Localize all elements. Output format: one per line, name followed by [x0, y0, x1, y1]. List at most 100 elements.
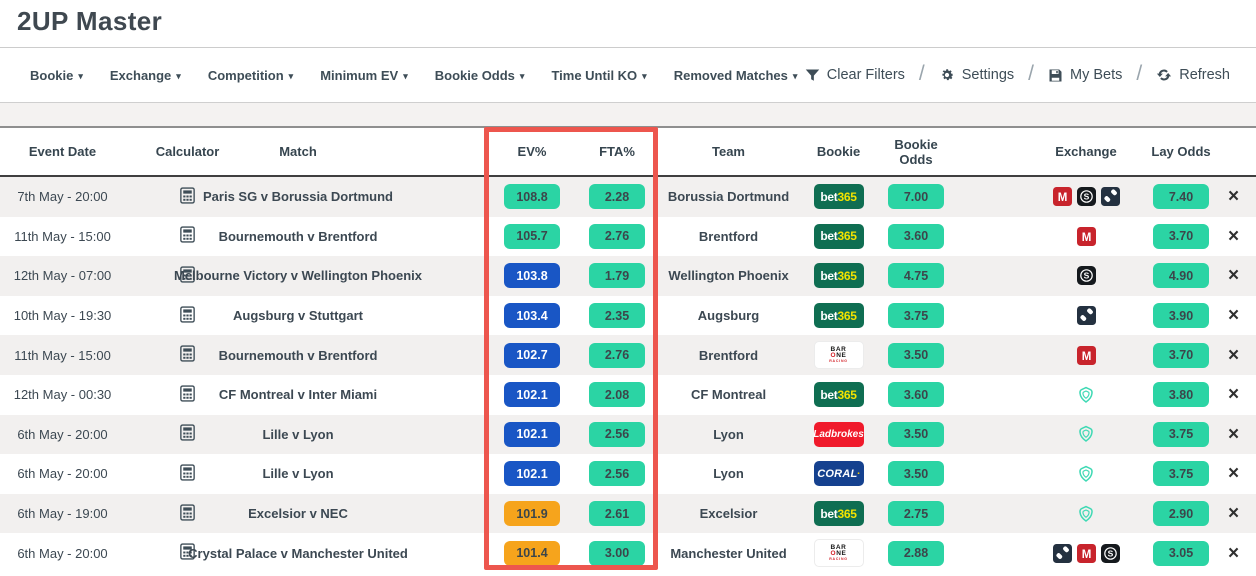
toolbar: Clear Filters / Settings / My Bets / Ref… [805, 62, 1230, 87]
table-row: 6th May - 20:00 Crystal Palace v Manches… [0, 533, 1256, 573]
lay-odds-badge: 3.75 [1153, 461, 1209, 487]
team-name: Manchester United [670, 545, 787, 561]
table-row: 6th May - 20:00 Lille v Lyon 102.1 2.56 … [0, 414, 1256, 455]
event-date: 11th May - 15:00 [14, 347, 111, 363]
bookie-odds-badge: 3.60 [888, 382, 944, 408]
remove-match-button[interactable]: × [1227, 542, 1240, 564]
settings-button[interactable]: Settings [939, 67, 1014, 83]
event-date: 6th May - 20:00 [17, 426, 108, 442]
lay-odds-badge: 3.75 [1153, 421, 1209, 447]
matchbook-icon: M [1076, 543, 1096, 563]
remove-match-button[interactable]: × [1227, 423, 1240, 445]
header-exchange: Exchange [1055, 144, 1117, 159]
matchbook-icon: M [1076, 226, 1096, 246]
filter-competition[interactable]: Competition ▾ [207, 67, 294, 83]
calculator-icon [179, 464, 196, 484]
filter-icon [805, 68, 820, 83]
ev-percent-badge: 105.7 [504, 223, 560, 249]
bookie-logo-cell: BAR ONE RACING [801, 341, 876, 370]
calculator-button[interactable] [179, 464, 196, 484]
event-date: 7th May - 20:00 [17, 189, 108, 205]
calculator-button[interactable] [179, 424, 196, 444]
chevron-down-icon: ▾ [176, 70, 181, 81]
page-title: 2UP Master [17, 6, 163, 36]
lay-odds-badge: 3.05 [1153, 540, 1209, 566]
smarkets-icon: S [1076, 187, 1096, 207]
lay-odds-badge: 3.70 [1153, 223, 1209, 249]
svg-text:M: M [1057, 192, 1067, 204]
calculator-button[interactable] [179, 345, 196, 365]
calculator-icon [179, 345, 196, 365]
remove-match-button[interactable]: × [1227, 463, 1240, 485]
bet365-logo: bet 365 [813, 223, 864, 249]
remove-match-button[interactable]: × [1227, 225, 1240, 247]
filter-time-until-ko[interactable]: Time Until KO ▾ [551, 67, 647, 83]
calculator-button[interactable] [179, 503, 196, 524]
calculator-button[interactable] [179, 266, 196, 286]
exchange-icons: M [956, 345, 1151, 365]
team-name: Excelsior [699, 506, 758, 522]
remove-match-button[interactable]: × [1227, 344, 1240, 366]
bookie-odds-badge: 2.88 [888, 540, 944, 566]
filter-minimum-ev[interactable]: Minimum EV ▾ [320, 67, 408, 83]
calculator-button[interactable] [179, 226, 196, 246]
bookie-logo-cell: bet 365 [801, 184, 876, 210]
calculator-button[interactable] [179, 543, 196, 563]
calculator-button[interactable] [179, 385, 196, 405]
bookie-odds-badge: 4.75 [888, 263, 944, 289]
lay-odds-badge: 3.80 [1153, 382, 1209, 408]
refresh-button[interactable]: Refresh [1156, 67, 1230, 83]
ev-percent-badge: 101.4 [504, 540, 560, 566]
remove-match-button[interactable]: × [1227, 265, 1240, 287]
team-name: Brentford [698, 228, 759, 244]
calculator-icon [179, 385, 196, 405]
filter-bookie-odds[interactable]: Bookie Odds ▾ [434, 67, 525, 83]
team-name: CF Montreal [690, 387, 767, 403]
team-name: Brentford [698, 347, 759, 363]
exchange-icons [956, 386, 1151, 404]
remove-match-button[interactable]: × [1227, 305, 1240, 327]
team-name: Borussia Dortmund [667, 189, 790, 205]
bookie-odds-badge: 3.75 [888, 303, 944, 329]
refresh-icon [1156, 67, 1172, 83]
calculator-button[interactable] [179, 305, 196, 326]
table-header-row: Event Date Calculator Match EV% FTA% Tea… [0, 128, 1256, 177]
ev-percent-badge: 101.9 [504, 501, 560, 527]
header-bookie-odds: Bookie Odds [894, 136, 938, 167]
ev-percent-badge: 103.8 [504, 263, 560, 289]
filter-bookie[interactable]: Bookie ▾ [30, 67, 83, 83]
calculator-icon [179, 266, 196, 286]
table-row: 12th May - 00:30 CF Montreal v Inter Mia… [0, 375, 1256, 415]
shield-icon [1077, 425, 1095, 443]
match-name: Melbourne Victory v Wellington Phoenix [174, 268, 422, 284]
bar-one-racing-logo: BAR ONE RACING [813, 341, 864, 370]
match-name: Crystal Palace v Manchester United [188, 545, 408, 561]
filter-exchange[interactable]: Exchange ▾ [109, 67, 181, 83]
filter-dropdowns: Bookie ▾ Exchange ▾ Competition ▾ Minimum E… [30, 68, 797, 83]
remove-match-button[interactable]: × [1227, 503, 1240, 525]
exchange-icons [956, 465, 1151, 483]
table-row: 12th May - 07:00 Melbourne Victory v Wel… [0, 256, 1256, 296]
ev-percent-badge: 102.7 [504, 342, 560, 368]
bet365-logo: bet 365 [813, 501, 864, 527]
lay-odds-badge: 3.70 [1153, 342, 1209, 368]
calculator-button[interactable] [179, 187, 196, 207]
remove-match-button[interactable]: × [1227, 384, 1240, 406]
chevron-down-icon: ▾ [403, 70, 408, 81]
exchange-icons [956, 505, 1151, 523]
smarkets-icon: S [1076, 266, 1096, 286]
exchange-icons: S [956, 266, 1151, 286]
header-match: Match [279, 144, 317, 159]
exchange-icons [956, 306, 1151, 326]
match-name: CF Montreal v Inter Miami [218, 387, 378, 403]
bookie-logo-cell: bet 365 [801, 382, 876, 408]
match-name: Lille v Lyon [262, 466, 334, 482]
clear-filters-button[interactable]: Clear Filters [805, 67, 905, 83]
event-date: 6th May - 20:00 [17, 466, 108, 482]
remove-match-button[interactable]: × [1227, 186, 1240, 208]
filter-removed-matches[interactable]: Removed Matches ▾ [673, 67, 798, 83]
my-bets-button[interactable]: My Bets [1048, 67, 1122, 83]
bookie-odds-badge: 3.50 [888, 342, 944, 368]
smarkets-icon: S [1100, 543, 1120, 563]
